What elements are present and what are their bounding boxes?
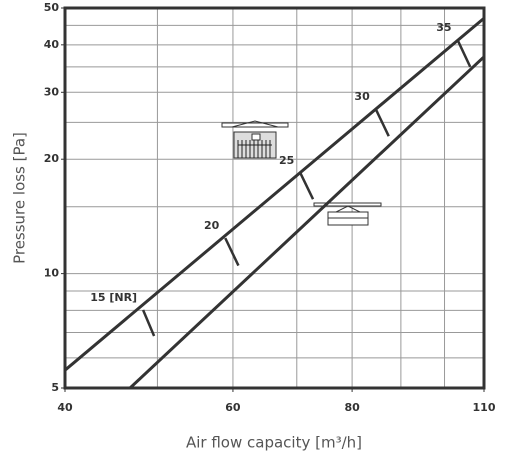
icon-large (221, 120, 289, 159)
y-tick-label: 20 (44, 152, 60, 165)
size-marker (224, 237, 240, 267)
size-marker (374, 108, 390, 137)
plot: 40 60 80 110 5 10 20 30 40 50 15 [NR] 20 25 30 35 (44, 1, 496, 414)
size-label: 30 (354, 90, 370, 103)
size-label: 25 (279, 154, 294, 167)
y-tick-label: 5 (51, 381, 59, 394)
x-tick-label: 110 (473, 401, 496, 414)
x-axis-title: Air flow capacity [m³/h] (186, 434, 362, 452)
grid (65, 8, 484, 388)
icon-small (313, 202, 382, 226)
y-tick-label: 40 (44, 38, 60, 51)
size-label: 35 (436, 21, 451, 34)
y-axis-title: Pressure loss [Pa] (11, 132, 29, 264)
x-tick-label: 40 (57, 401, 73, 414)
size-label: 20 (204, 219, 220, 232)
y-tick-label: 50 (44, 1, 60, 14)
series-line (129, 55, 486, 390)
size-label: 15 [NR] (90, 291, 137, 304)
x-tick-label: 60 (225, 401, 241, 414)
size-marker (456, 39, 472, 68)
y-tick-label: 30 (44, 85, 60, 98)
series-line (64, 17, 485, 372)
y-tick-label: 10 (44, 267, 60, 280)
size-marker (299, 172, 315, 200)
x-tick-label: 80 (344, 401, 360, 414)
size-marker (141, 309, 156, 337)
frame (63, 6, 486, 390)
